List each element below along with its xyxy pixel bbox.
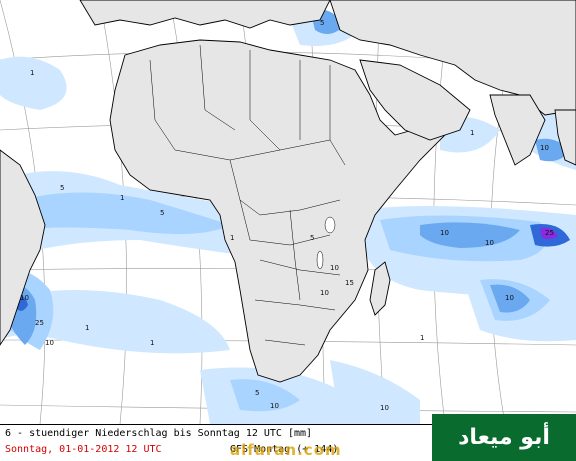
caption-date: Sonntag, 01-01-2012 12 UTC [5,444,162,455]
contour-label: 10 [440,229,449,237]
india-land [489,94,546,166]
contour-label: 10 [540,144,549,152]
contour-label: 10 [20,294,29,302]
contour-label: 10 [380,404,389,412]
caption-title: 6 - stuendiger Niederschlag bis Sonntag … [5,428,313,439]
arabia-land [359,59,471,141]
contour-label: 1 [120,194,124,202]
contour-label: 5 [60,184,64,192]
se-asia-land [554,109,576,166]
contour-label: 10 [485,239,494,247]
contour-label: 1 [150,339,154,347]
contour-label: 10 [270,402,279,410]
contour-label: 15 [345,279,354,287]
contour-label: 5 [320,19,324,27]
contour-label: 5 [160,209,164,217]
contour-label: 5 [310,234,314,242]
contour-label: 5 [255,389,259,397]
map-svg: 1 5 1 5 10 25 10 1 1 5 10 15 10 10 10 25… [0,0,576,425]
contour-label: 25 [545,229,554,237]
caption-run: GFS Montag (+ 144) [230,444,339,455]
contour-label: 1 [85,324,89,332]
contour-label: 10 [320,289,329,297]
country-borders [149,44,346,346]
contour-label: 25 [35,319,44,327]
contour-label: 1 [470,129,474,137]
contour-labels: 1 5 1 5 10 25 10 1 1 5 10 15 10 10 10 25… [20,19,554,412]
contour-label: 10 [505,294,514,302]
madagascar-land [369,261,391,316]
signature-badge: أبو ميعاد [432,414,576,461]
lakes [316,216,336,270]
contour-label: 1 [230,234,234,242]
south-america-land [0,149,46,346]
africa-land [109,39,446,383]
contour-label: 10 [45,339,54,347]
contour-label: 1 [30,69,34,77]
watermark-text: alfaran.com [230,441,342,459]
europe-land [79,0,331,29]
asia-land [329,0,576,116]
precipitation-map: 1 5 1 5 10 25 10 1 1 5 10 15 10 10 10 25… [0,0,576,425]
contour-label: 1 [420,334,424,342]
contour-label: 10 [330,264,339,272]
badge-text: أبو ميعاد [458,425,550,450]
